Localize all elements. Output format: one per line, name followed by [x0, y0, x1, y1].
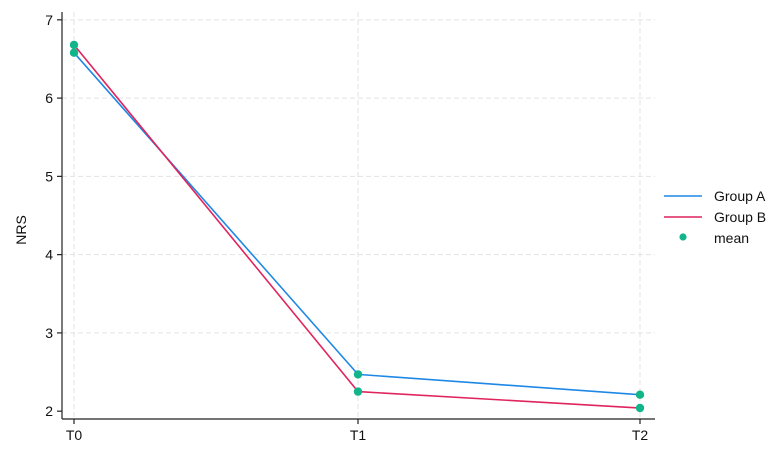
- y-tick-label: 3: [45, 325, 53, 341]
- mean-point: [635, 403, 645, 413]
- x-tick-label: T2: [632, 427, 649, 443]
- legend-label: Group A: [714, 188, 766, 204]
- y-tick-label: 4: [45, 247, 53, 263]
- y-tick-label: 5: [45, 168, 53, 184]
- y-axis-title: NRS: [13, 215, 29, 245]
- y-tick-label: 7: [45, 12, 53, 28]
- mean-point: [635, 390, 645, 399]
- y-tick-label: 6: [45, 90, 53, 106]
- x-tick-label: T0: [66, 427, 83, 443]
- mean-point: [69, 40, 79, 50]
- grid-lines: [62, 12, 655, 419]
- mean-point: [353, 387, 363, 396]
- tick-labels: 2 3 4 5 6 7 T0 T1 T2: [45, 12, 648, 443]
- series-line-group-b: [73, 44, 641, 409]
- legend: Group A Group B mean: [664, 188, 766, 246]
- x-tick-label: T1: [350, 427, 367, 443]
- legend-label: mean: [714, 230, 749, 246]
- mean-points: [69, 40, 645, 413]
- series-lines: [73, 44, 641, 409]
- mean-point: [353, 370, 363, 379]
- legend-label: Group B: [714, 209, 766, 225]
- mean-point: [69, 48, 79, 57]
- legend-mean-swatch: [679, 233, 687, 241]
- y-tick-label: 2: [45, 403, 53, 419]
- series-line-group-a: [73, 52, 641, 396]
